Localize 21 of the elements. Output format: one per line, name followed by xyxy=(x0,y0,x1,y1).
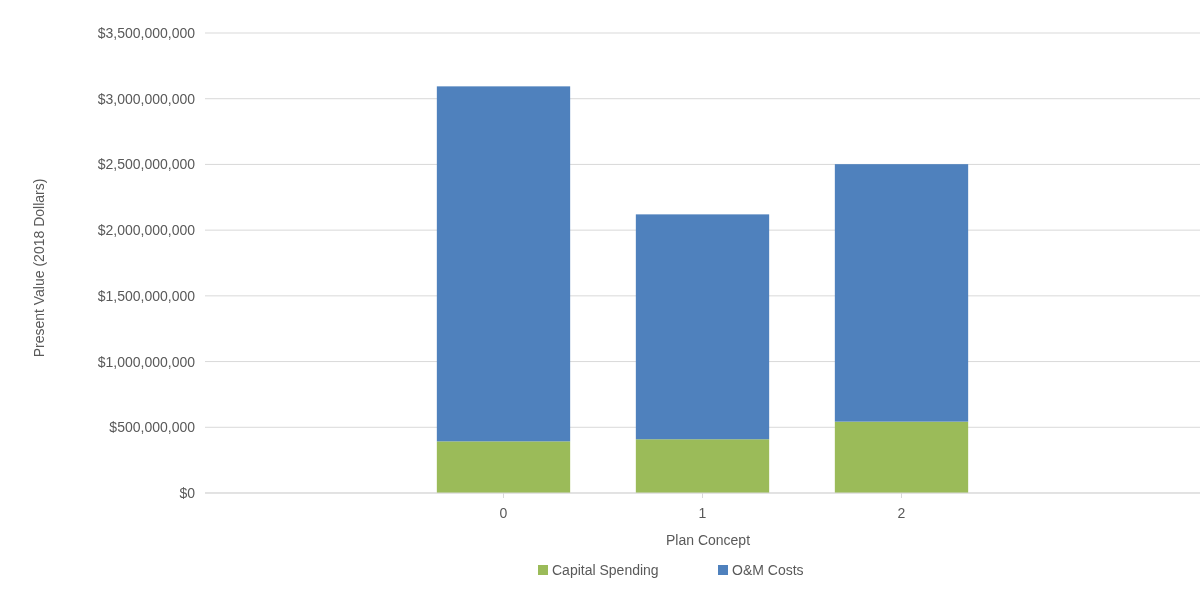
legend-label: Capital Spending xyxy=(552,562,659,578)
y-tick-label: $2,000,000,000 xyxy=(97,222,196,239)
y-tick-label: $3,000,000,000 xyxy=(97,90,196,107)
legend-label: O&M Costs xyxy=(732,562,804,578)
bar xyxy=(436,441,571,493)
bar xyxy=(436,86,571,442)
bar xyxy=(635,214,770,440)
x-tick-label: 0 xyxy=(499,505,508,521)
bar xyxy=(834,164,969,422)
y-tick-label: $3,500,000,000 xyxy=(97,25,196,41)
y-tick-label: $0 xyxy=(179,485,196,501)
bar xyxy=(834,421,969,493)
y-tick-label: $1,500,000,000 xyxy=(97,287,196,304)
y-axis-title: Present Value (2018 Dollars) xyxy=(31,178,47,358)
x-axis-title: Plan Concept xyxy=(665,532,751,548)
y-tick-label: $2,500,000,000 xyxy=(97,156,196,173)
bar xyxy=(635,439,770,493)
y-tick-label: $1,000,000,000 xyxy=(97,353,196,370)
x-tick-label: 2 xyxy=(897,505,906,521)
y-tick-label: $500,000,000 xyxy=(109,419,196,436)
x-tick-label: 1 xyxy=(698,505,707,521)
